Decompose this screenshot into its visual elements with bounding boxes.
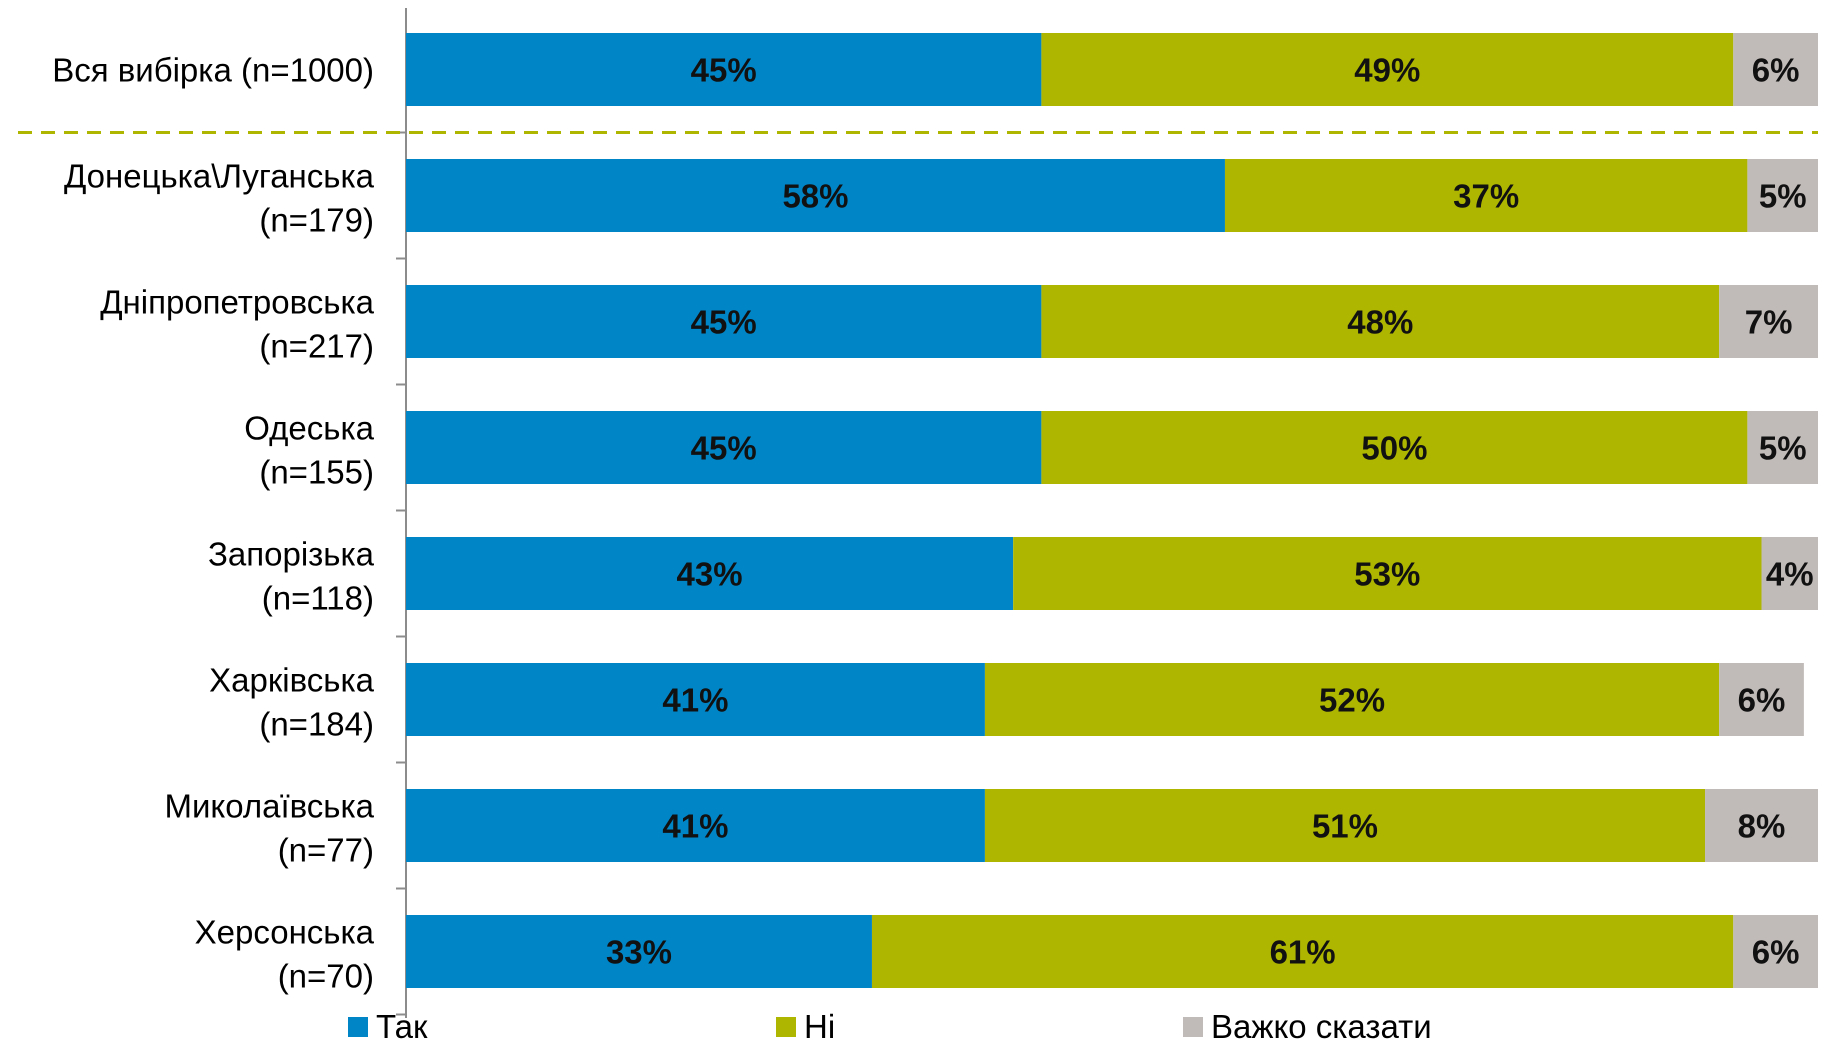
category-label: Одеська (n=155) xyxy=(244,410,374,491)
data-label: 41% xyxy=(662,682,728,719)
category-label-line: Запорізька xyxy=(208,536,375,573)
category-label-line: (n=179) xyxy=(259,202,374,239)
category-label-line: Херсонська xyxy=(195,914,375,951)
category-label: Миколаївська (n=77) xyxy=(164,788,374,869)
bar-segment xyxy=(1041,33,1734,106)
bar-segment xyxy=(984,663,1720,736)
category-label-line: Харківська xyxy=(209,662,375,699)
bar-segment xyxy=(1747,411,1818,484)
bar-segment xyxy=(406,33,1042,106)
data-label: 58% xyxy=(782,178,848,215)
bar-segment xyxy=(1041,285,1720,358)
data-label: 61% xyxy=(1270,934,1336,971)
legend-swatch xyxy=(1183,1017,1203,1037)
bar-segment xyxy=(406,285,1042,358)
legend-swatch xyxy=(348,1017,368,1037)
category-label: Запорізька (n=118) xyxy=(208,536,375,617)
category-label: Дніпропетровська (n=217) xyxy=(100,284,374,365)
data-label: 7% xyxy=(1745,304,1793,341)
bar-segment xyxy=(1719,285,1818,358)
data-label: 45% xyxy=(691,52,757,89)
category-label-line: (n=155) xyxy=(259,454,374,491)
bar-segment xyxy=(871,915,1734,988)
bar-segment xyxy=(406,663,985,736)
legend-label: Ні xyxy=(804,1008,835,1045)
legend-label: Так xyxy=(376,1008,428,1045)
bar-segment xyxy=(406,789,985,862)
data-label: 45% xyxy=(691,304,757,341)
bar-segment xyxy=(406,915,872,988)
category-label: Херсонська (n=70) xyxy=(195,914,375,995)
data-label: 43% xyxy=(677,556,743,593)
data-label: 53% xyxy=(1354,556,1420,593)
data-label: 41% xyxy=(662,808,728,845)
category-label-line: Одеська xyxy=(244,410,374,447)
data-label: 45% xyxy=(691,430,757,467)
data-label: 4% xyxy=(1766,556,1814,593)
bar-segment xyxy=(1761,537,1818,610)
data-label: 6% xyxy=(1752,934,1800,971)
category-label-line: (n=77) xyxy=(278,832,374,869)
category-label-line: Миколаївська xyxy=(164,788,374,825)
bar-segment xyxy=(1747,159,1818,232)
bar-segment xyxy=(1013,537,1762,610)
labels-layer: Вся вибірка (n=1000) 45% 49% 6% Донецька\Луг… xyxy=(52,52,1813,995)
data-label: 37% xyxy=(1453,178,1519,215)
data-label: 33% xyxy=(606,934,672,971)
bar-segment xyxy=(1733,33,1818,106)
category-label-line: (n=217) xyxy=(259,328,374,365)
bar-segment xyxy=(1719,663,1804,736)
data-label: 51% xyxy=(1312,808,1378,845)
data-label: 5% xyxy=(1759,178,1807,215)
category-label-line: Дніпропетровська xyxy=(100,284,374,321)
legend: Так Ні Важко сказати xyxy=(348,1008,1432,1045)
bars-layer xyxy=(406,33,1818,988)
category-label-line: (n=70) xyxy=(278,958,374,995)
category-label-line: Донецька\Луганська xyxy=(64,158,375,195)
category-label-line: (n=118) xyxy=(262,580,374,617)
data-label: 49% xyxy=(1354,52,1420,89)
data-label: 50% xyxy=(1361,430,1427,467)
data-label: 6% xyxy=(1752,52,1800,89)
bar-segment xyxy=(1224,159,1748,232)
bar-segment xyxy=(1733,915,1818,988)
category-label: Харківська (n=184) xyxy=(209,662,375,743)
bar-segment xyxy=(406,159,1225,232)
bar-segment xyxy=(984,789,1706,862)
bar-segment xyxy=(406,411,1042,484)
category-label: Донецька\Луганська (n=179) xyxy=(64,158,375,239)
legend-label: Важко сказати xyxy=(1211,1008,1432,1045)
bar-segment xyxy=(1705,789,1818,862)
data-label: 6% xyxy=(1738,682,1786,719)
data-label: 5% xyxy=(1759,430,1807,467)
category-label-line: (n=184) xyxy=(259,706,374,743)
data-label: 52% xyxy=(1319,682,1385,719)
data-label: 48% xyxy=(1347,304,1413,341)
bar-segment xyxy=(1041,411,1748,484)
category-label: Вся вибірка (n=1000) xyxy=(52,52,374,89)
legend-swatch xyxy=(776,1017,796,1037)
data-label: 8% xyxy=(1738,808,1786,845)
bar-segment xyxy=(406,537,1014,610)
